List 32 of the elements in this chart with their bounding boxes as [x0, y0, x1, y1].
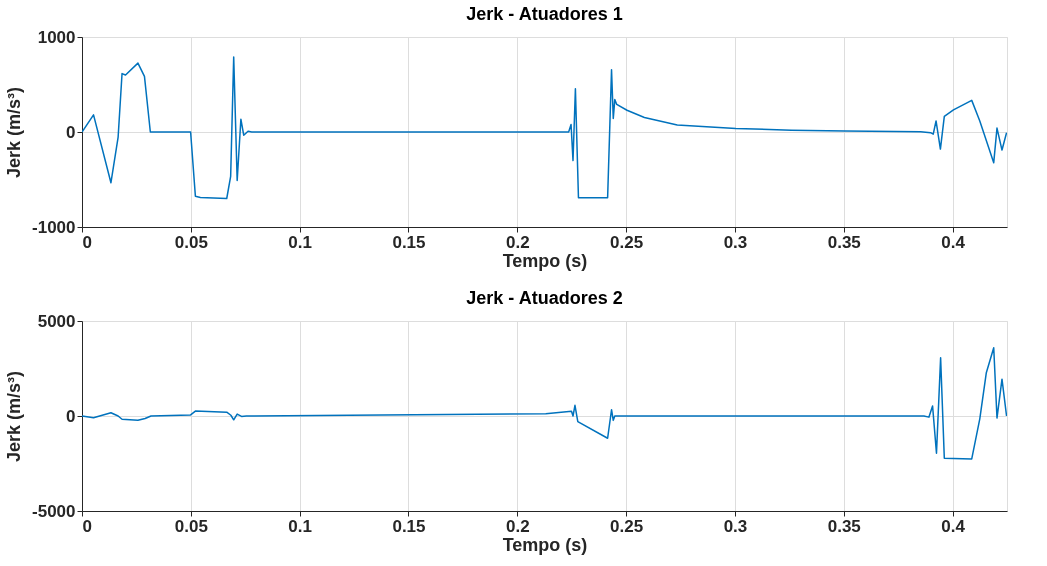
- x-tick-label: 0: [82, 232, 92, 252]
- line-series: [82, 56, 1007, 200]
- x-axis-title: Tempo (s): [502, 250, 588, 271]
- chart-title: Jerk - Atuadores 2: [466, 288, 623, 308]
- y-tick-label: 1000: [37, 27, 76, 47]
- x-tick-label: 0: [82, 516, 92, 536]
- x-tick-label: 0.05: [174, 232, 208, 252]
- x-tick-label: 0.4: [941, 516, 966, 536]
- y-tick-label: 0: [66, 122, 76, 142]
- y-tick-label: 0: [66, 406, 76, 426]
- chart-title: Jerk - Atuadores 1: [466, 4, 623, 24]
- x-tick-label: 0.1: [288, 516, 312, 536]
- x-tick-label: 0.15: [392, 232, 426, 252]
- x-tick-label: 0.3: [723, 516, 748, 536]
- y-tick-label: -5000: [32, 501, 76, 521]
- x-tick-label: 0.25: [610, 516, 644, 536]
- y-tick-label: -1000: [32, 217, 76, 237]
- x-tick-label: 0.05: [174, 516, 208, 536]
- y-axis-title: Jerk (m/s³): [4, 370, 25, 463]
- x-tick-label: 0.35: [827, 232, 861, 252]
- x-tick-label: 0.25: [610, 232, 644, 252]
- x-tick-label: 0.15: [392, 516, 426, 536]
- line-series: [82, 347, 1007, 460]
- x-axis-title: Tempo (s): [502, 534, 588, 555]
- y-tick-label: 5000: [37, 311, 76, 331]
- x-tick-label: 0.2: [505, 232, 530, 252]
- x-tick-label: 0.3: [723, 232, 748, 252]
- x-tick-label: 0.1: [288, 232, 312, 252]
- x-tick-label: 0.4: [941, 232, 966, 252]
- x-tick-label: 0.2: [505, 516, 530, 536]
- x-tick-label: 0.35: [827, 516, 861, 536]
- y-axis-title: Jerk (m/s³): [4, 86, 25, 179]
